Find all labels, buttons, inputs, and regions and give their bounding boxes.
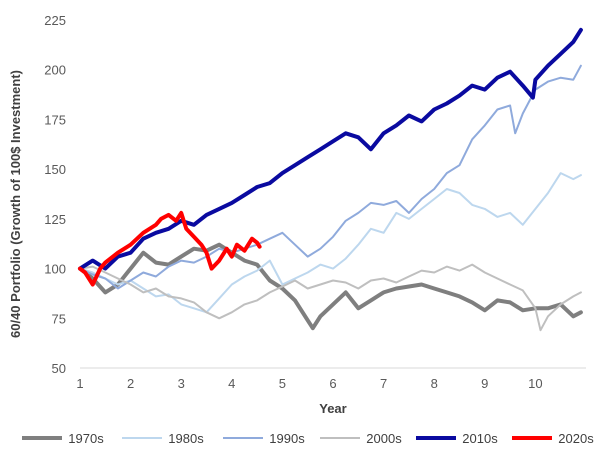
legend-label-1990s: 1990s bbox=[269, 431, 305, 446]
y-tick-label: 50 bbox=[52, 361, 66, 376]
y-axis-tick-labels: 50 75 100 125 150 175 200 225 bbox=[44, 13, 66, 376]
x-tick-label: 1 bbox=[76, 376, 83, 391]
series-line-2020s bbox=[78, 210, 262, 287]
y-axis-title: 60/40 Portfolio (Growth of 100$ Investme… bbox=[8, 70, 23, 338]
x-tick-label: 7 bbox=[380, 376, 387, 391]
x-axis-title: Year bbox=[319, 401, 346, 416]
y-tick-label: 75 bbox=[52, 311, 66, 326]
series-line-1980s bbox=[79, 172, 582, 314]
legend-label-1980s: 1980s bbox=[168, 431, 204, 446]
series-line-2010s bbox=[78, 27, 583, 271]
x-tick-label: 3 bbox=[178, 376, 185, 391]
series-lines bbox=[78, 27, 583, 332]
y-tick-label: 175 bbox=[44, 112, 66, 127]
x-tick-label: 6 bbox=[329, 376, 336, 391]
legend-label-1970s: 1970s bbox=[68, 431, 104, 446]
x-tick-label: 2 bbox=[127, 376, 134, 391]
y-tick-label: 100 bbox=[44, 262, 66, 277]
y-tick-label: 150 bbox=[44, 162, 66, 177]
x-tick-label: 8 bbox=[431, 376, 438, 391]
x-tick-label: 9 bbox=[481, 376, 488, 391]
series-line-2000s bbox=[79, 263, 582, 332]
series-line-1970s bbox=[78, 242, 583, 331]
x-tick-label: 10 bbox=[528, 376, 542, 391]
legend: 1970s 1980s 1990s 2000s 2010s 2020s bbox=[22, 431, 594, 446]
x-tick-label: 5 bbox=[279, 376, 286, 391]
y-tick-label: 225 bbox=[44, 13, 66, 28]
series-line-1990s bbox=[79, 64, 582, 290]
y-tick-label: 125 bbox=[44, 212, 66, 227]
y-tick-label: 200 bbox=[44, 63, 66, 78]
legend-label-2000s: 2000s bbox=[366, 431, 402, 446]
x-tick-label: 4 bbox=[228, 376, 235, 391]
legend-label-2020s: 2020s bbox=[558, 431, 594, 446]
x-axis-tick-labels: 1 2 3 4 5 6 7 8 9 10 bbox=[76, 376, 542, 391]
legend-label-2010s: 2010s bbox=[462, 431, 498, 446]
